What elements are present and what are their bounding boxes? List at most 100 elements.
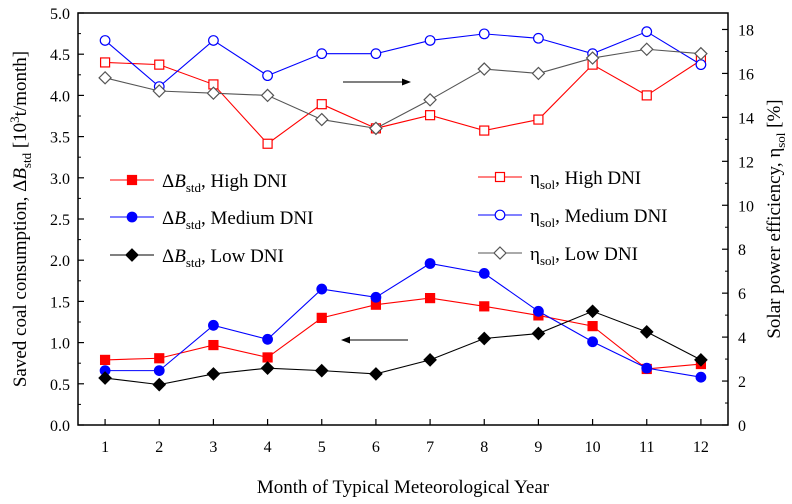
data-point <box>695 371 707 383</box>
axis-labels: Month of Typical Meteorological Year Save… <box>7 51 788 498</box>
series-line <box>105 297 701 370</box>
y-right-tick-label: 2 <box>738 374 746 391</box>
legend-label: ΔBstd, High DNI <box>162 171 287 195</box>
data-point <box>262 70 273 82</box>
y-right-tick-label: 14 <box>738 110 754 127</box>
series-line <box>105 59 702 145</box>
y-left-tick-label: 3.5 <box>50 130 70 147</box>
data-point <box>99 35 111 46</box>
series-line <box>104 31 702 88</box>
data-point <box>477 331 492 346</box>
data-point <box>262 352 273 363</box>
annotation-arrowhead-left <box>341 336 350 344</box>
data-point <box>260 88 275 103</box>
data-point <box>316 312 327 323</box>
axes: 1 2 3 4 5 6 7 8 9 10 11 120.00.51.01.52.02.53.03.54… <box>50 6 754 456</box>
data-point <box>587 336 598 348</box>
data-point <box>262 333 273 345</box>
legend-item: ΔBstd, High DNI <box>110 171 287 195</box>
y-right-tick-label: 12 <box>738 154 754 171</box>
data-point <box>154 59 165 70</box>
series-line <box>105 310 702 386</box>
data-point <box>98 70 112 85</box>
y-left-tick-label: 1.5 <box>50 294 70 311</box>
data-point <box>99 57 111 68</box>
x-tick-label: 3 <box>209 439 217 456</box>
x-tick-label: 4 <box>264 439 272 456</box>
data-point <box>531 326 546 341</box>
data-point <box>694 353 708 367</box>
data-point <box>154 353 165 364</box>
data-point <box>531 66 546 81</box>
legend-marker <box>126 211 138 223</box>
y-right-tick-label: 16 <box>738 66 754 83</box>
legend-marker <box>493 246 507 260</box>
data-point <box>260 361 275 375</box>
data-point <box>99 354 111 366</box>
data-point <box>477 62 492 76</box>
legend-item: ΔBstd, Medium DNI <box>110 208 313 232</box>
data-point <box>208 319 219 331</box>
legend-marker <box>494 171 506 183</box>
data-point <box>423 353 437 367</box>
legend-label: ΔBstd, Low DNI <box>162 246 284 270</box>
x-tick-label: 5 <box>318 439 326 456</box>
legend-marker <box>125 248 139 262</box>
legend-item: ηsol, Low DNI <box>478 244 638 268</box>
annotation-arrowhead-right <box>402 78 411 86</box>
legend-item: ηsol, High DNI <box>478 168 641 192</box>
legend-label: ηsol, Low DNI <box>530 244 638 268</box>
y-left-tick-label: 3.0 <box>50 171 70 188</box>
x-tick-label: 6 <box>372 439 380 456</box>
y-left-tick-label: 0.5 <box>50 377 70 394</box>
data-point <box>206 367 221 381</box>
data-point <box>208 339 219 351</box>
x-tick-label: 8 <box>480 439 488 456</box>
data-point <box>316 99 327 110</box>
y-left-tick-label: 2.5 <box>50 212 70 229</box>
data-point <box>479 301 490 312</box>
data-point <box>206 86 221 101</box>
y-left-tick-label: 1.0 <box>50 336 70 353</box>
x-tick-label: 1 <box>101 439 109 456</box>
series-3 <box>99 55 707 149</box>
x-tick-label: 7 <box>426 439 434 456</box>
legend: ΔBstd, High DNI ΔBstd, Medium DNI ΔBstd, L… <box>110 168 668 270</box>
data-point <box>639 325 654 339</box>
legend-label: ΔBstd, Medium DNI <box>162 208 313 232</box>
data-point <box>533 305 544 317</box>
data-point <box>262 138 273 149</box>
y-axis-label-left: Saved coal consumption, ΔBstd [103t/mont… <box>7 51 34 387</box>
data-point <box>316 48 328 60</box>
legend-label: ηsol, High DNI <box>530 168 641 192</box>
data-point <box>370 48 382 60</box>
x-tick-label: 11 <box>639 439 654 456</box>
data-point <box>424 293 436 304</box>
data-point <box>585 304 600 319</box>
y-right-tick-label: 0 <box>738 418 746 435</box>
data-point <box>152 84 167 98</box>
x-axis-label: Month of Typical Meteorological Year <box>257 477 550 498</box>
data-point <box>423 92 437 107</box>
series-4 <box>99 26 707 93</box>
data-point <box>533 32 544 44</box>
data-point <box>369 121 383 136</box>
data-point <box>314 363 329 378</box>
series-line <box>104 48 701 129</box>
data-point <box>478 267 490 279</box>
y-axis-label-right: Solar power efficiency, ηsol [%] <box>764 99 788 338</box>
data-point <box>639 42 654 57</box>
data-point <box>641 26 653 38</box>
data-point <box>424 35 436 46</box>
data-point <box>314 112 329 127</box>
data-point <box>370 291 382 303</box>
data-point <box>585 51 600 65</box>
y-left-tick-label: 4.0 <box>50 88 70 105</box>
x-tick-label: 10 <box>585 439 601 456</box>
series-line <box>105 262 702 378</box>
data-point <box>695 59 707 71</box>
series-1 <box>99 258 707 383</box>
data-point <box>478 28 490 40</box>
